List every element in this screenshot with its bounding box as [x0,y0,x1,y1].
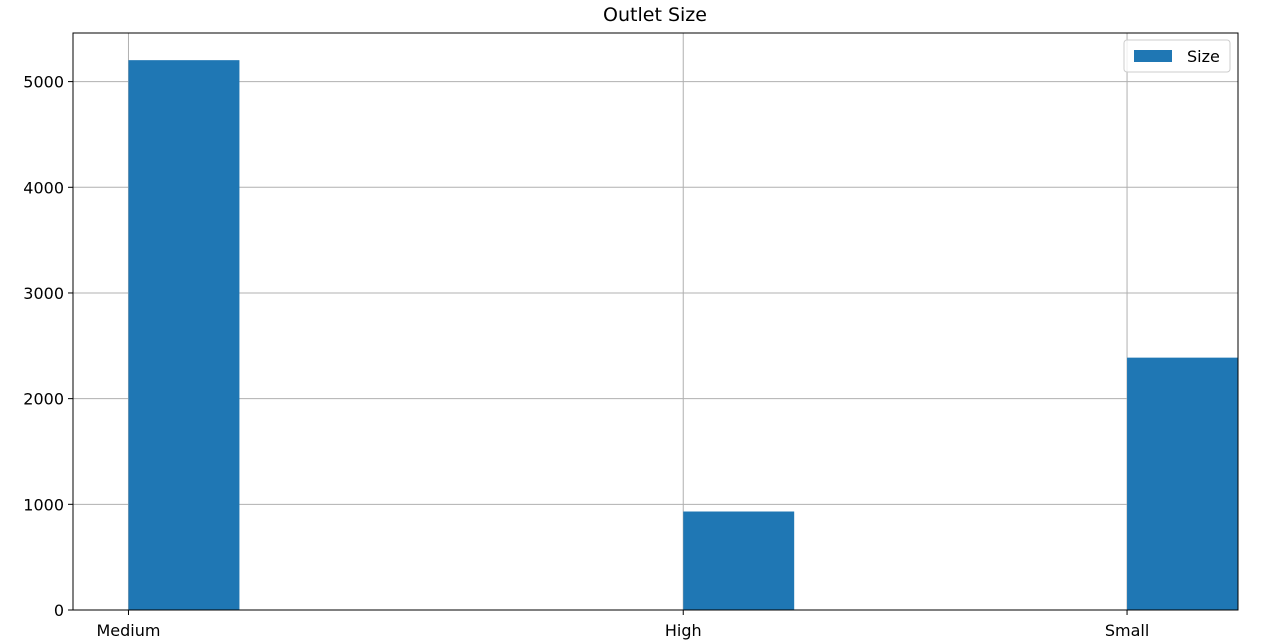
bar-small [1127,357,1238,610]
y-tick-label: 1000 [23,495,64,514]
y-tick-label: 4000 [23,178,64,197]
legend-swatch [1134,50,1172,62]
bar-medium [128,60,240,610]
y-tick-label: 3000 [23,284,64,303]
bars [128,60,1238,610]
y-tick-label: 2000 [23,390,64,409]
x-tick-label: Medium [96,621,160,640]
x-tick-label: High [665,621,702,640]
legend-label-size: Size [1187,47,1220,66]
legend: Size [1123,39,1231,73]
y-tick-label: 5000 [23,73,64,92]
axis-ticks: 0 1000 2000 3000 4000 5000 Medium High Small [23,73,1149,640]
x-tick-label: Small [1105,621,1149,640]
bar-high [683,511,795,610]
chart-title: Outlet Size [603,4,707,26]
legend-box [1123,39,1231,73]
plot-frame [72,32,1239,611]
y-tick-label: 0 [54,601,64,620]
